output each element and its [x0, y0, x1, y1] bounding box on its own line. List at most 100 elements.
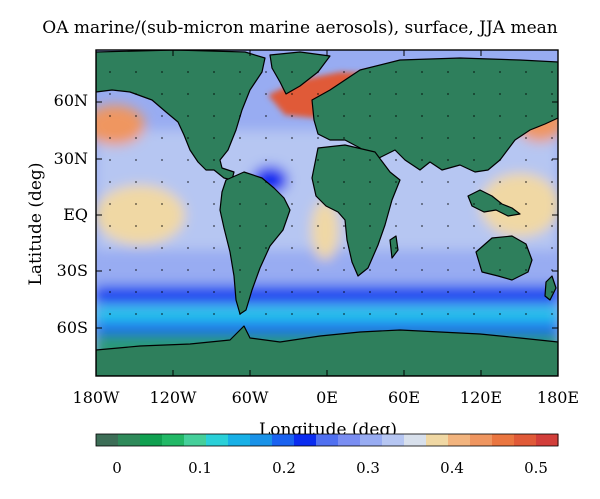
gridpoint-marker [525, 225, 527, 227]
maritime-continent [467, 189, 521, 217]
gridpoint-marker [343, 115, 345, 117]
lon-tick-label: 180W [72, 388, 120, 407]
gridpoint-marker [265, 71, 267, 73]
gridpoint-marker [395, 115, 397, 117]
gridpoint-marker [395, 181, 397, 183]
colorbar-tick-label: 0.5 [524, 459, 548, 477]
gridpoint-marker [421, 225, 423, 227]
lon-tick-label: 60E [387, 388, 421, 407]
gridpoint-marker [343, 291, 345, 293]
gridpoint-marker [395, 137, 397, 139]
lat-tick-label: 30S [56, 261, 88, 280]
gridpoint-marker [161, 247, 163, 249]
gridpoint-marker [317, 269, 319, 271]
eurasia [311, 57, 558, 173]
gridpoint-marker [369, 225, 371, 227]
gridpoint-marker [291, 203, 293, 205]
gridpoint-marker [187, 159, 189, 161]
frame-ticks [95, 50, 559, 376]
gridpoint-marker [473, 137, 475, 139]
colorbar-tick-label: 0 [112, 459, 122, 477]
gridpoint-marker [135, 137, 137, 139]
colorbar-tick-label: 0.2 [272, 459, 296, 477]
colorbar-tick-label: 0.4 [440, 459, 464, 477]
gridpoint-marker [551, 225, 553, 227]
gridpoint-marker [187, 137, 189, 139]
gridpoint-marker [109, 159, 111, 161]
gridpoint-marker [291, 247, 293, 249]
gridpoint-marker [265, 291, 267, 293]
colorbar-swatch [514, 434, 537, 446]
colorbar-swatch [426, 434, 449, 446]
gridpoint-marker [135, 269, 137, 271]
southern-ocean-core [96, 292, 558, 304]
gridpoint-marker [369, 137, 371, 139]
colorbar-swatch [492, 434, 515, 446]
gridpoint-marker [317, 203, 319, 205]
lon-tick-label: 60W [231, 388, 269, 407]
gridpoint-marker [395, 247, 397, 249]
gridpoint-marker [135, 247, 137, 249]
gridpoint-marker [395, 93, 397, 95]
gridpoint-marker [265, 313, 267, 315]
gridpoint-marker [239, 269, 241, 271]
gridpoint-marker [447, 269, 449, 271]
colorbar-swatch [294, 434, 317, 446]
gridpoint-marker [135, 203, 137, 205]
land-masses [96, 50, 558, 376]
gridpoint-marker [447, 313, 449, 315]
lon-tick-label: 180E [536, 388, 580, 407]
gridpoint-marker [291, 115, 293, 117]
gridpoint-marker [395, 313, 397, 315]
gridpoint-marker [525, 71, 527, 73]
gridpoint-marker [343, 181, 345, 183]
gridpoint-marker [239, 115, 241, 117]
gridpoint-marker [421, 313, 423, 315]
gridpoint-marker [161, 181, 163, 183]
gridpoint-marker [421, 137, 423, 139]
colorbar-swatch [404, 434, 427, 446]
gridpoint-marker [525, 291, 527, 293]
gridpoint-marker [551, 137, 553, 139]
gridpoint-marker [525, 115, 527, 117]
gridpoint-marker [291, 93, 293, 95]
gridpoint-marker [317, 225, 319, 227]
gridpoint-marker [447, 71, 449, 73]
gridpoint-marker [473, 247, 475, 249]
gridpoint-marker [343, 71, 345, 73]
gridpoint-marker [499, 247, 501, 249]
gridpoint-marker [239, 291, 241, 293]
gridpoint-marker [239, 159, 241, 161]
lat-tick-label: 60S [56, 318, 88, 337]
gridpoint-marker [499, 159, 501, 161]
gridpoint-marker [551, 71, 553, 73]
gridpoint-marker [369, 269, 371, 271]
gridpoint-marker [213, 181, 215, 183]
gridpoint-marker [135, 181, 137, 183]
gridpoint-marker [109, 247, 111, 249]
gridpoint-marker [473, 203, 475, 205]
gridpoint-marker [395, 71, 397, 73]
gridpoint-marker [187, 291, 189, 293]
gridpoint-marker [135, 313, 137, 315]
gridpoint-marker [473, 291, 475, 293]
gridpoint-marker [343, 203, 345, 205]
gridpoint-marker [525, 313, 527, 315]
gridpoint-marker [473, 181, 475, 183]
gridpoint-marker [213, 313, 215, 315]
gridpoint-marker [421, 247, 423, 249]
gridpoint-marker [291, 313, 293, 315]
gridpoint-marker [187, 71, 189, 73]
gridpoint-marker [551, 291, 553, 293]
lon-tick-label: 120E [459, 388, 503, 407]
gridpoint-marker [109, 115, 111, 117]
gridpoint-marker [187, 203, 189, 205]
gridpoint-marker [317, 115, 319, 117]
gridpoint-marker [473, 313, 475, 315]
gridpoint-marker [317, 313, 319, 315]
gridpoint-marker [473, 225, 475, 227]
gridpoint-marker [473, 115, 475, 117]
gridpoint-marker [499, 115, 501, 117]
colorbar-swatch [272, 434, 295, 446]
colorbar-swatch [228, 434, 251, 446]
